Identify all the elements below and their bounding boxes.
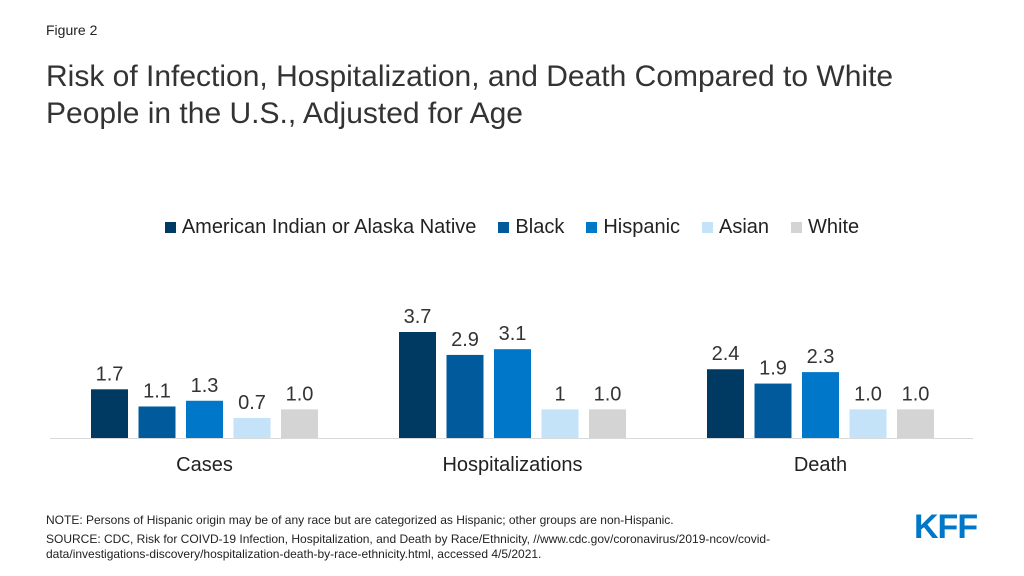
- legend-label: White: [808, 216, 860, 238]
- legend-swatch: [586, 222, 598, 233]
- bar: [849, 409, 887, 438]
- bar: [754, 383, 792, 438]
- data-label: 2.3: [807, 346, 835, 368]
- legend-label: Black: [515, 216, 565, 238]
- chart-title: Risk of Infection, Hospitalization, and …: [46, 60, 894, 130]
- data-label: 0.7: [238, 392, 266, 414]
- bar: [446, 354, 484, 438]
- category-label: Cases: [176, 454, 233, 476]
- data-label: 1.3: [191, 375, 219, 397]
- legend-item-asian: Asian: [702, 216, 769, 239]
- chart-note: NOTE: Persons of Hispanic origin may be …: [46, 513, 674, 527]
- data-label: 1.0: [902, 383, 930, 405]
- bar: [707, 369, 744, 438]
- bar: [186, 400, 223, 438]
- legend-label: American Indian or Alaska Native: [181, 216, 477, 238]
- data-label: 1.1: [143, 380, 171, 402]
- bar: [541, 409, 579, 438]
- data-label: 1.0: [854, 383, 882, 405]
- legend-item-american-indian: American Indian or Alaska Native: [164, 216, 477, 239]
- data-label: 1.9: [759, 358, 787, 380]
- data-label: 3.1: [499, 323, 527, 345]
- category-label: Hospitalizations: [442, 454, 582, 476]
- legend-swatch: [164, 222, 176, 233]
- kff-logo: KFF: [914, 508, 978, 546]
- data-label: 2.4: [712, 343, 740, 365]
- data-label: 2.9: [451, 329, 479, 351]
- chart-legend: American Indian or Alaska Native Black H…: [0, 216, 1024, 239]
- bar: [802, 372, 839, 438]
- legend-label: Hispanic: [603, 216, 681, 238]
- bar: [233, 417, 271, 438]
- legend-item-white: White: [791, 216, 859, 239]
- bar: [897, 409, 934, 438]
- data-label: 3.7: [404, 306, 432, 328]
- data-label: 1: [554, 383, 565, 405]
- bar: [138, 406, 176, 438]
- bar: [494, 349, 531, 438]
- chart-source: SOURCE: CDC, Risk for COIVD-19 Infection…: [46, 532, 771, 561]
- bar: [281, 409, 318, 438]
- bar: [589, 409, 626, 438]
- legend-label: Asian: [719, 216, 770, 238]
- legend-swatch: [498, 222, 510, 233]
- legend-item-hispanic: Hispanic: [586, 216, 680, 239]
- bar: [91, 389, 128, 438]
- data-label: 1.0: [594, 383, 622, 405]
- bar: [399, 332, 436, 438]
- legend-swatch: [791, 222, 803, 233]
- data-label: 1.0: [286, 383, 314, 405]
- category-label: Death: [794, 454, 847, 476]
- legend-item-black: Black: [498, 216, 564, 239]
- legend-swatch: [702, 222, 714, 233]
- figure-label: Figure 2: [46, 22, 98, 38]
- data-label: 1.7: [96, 363, 124, 385]
